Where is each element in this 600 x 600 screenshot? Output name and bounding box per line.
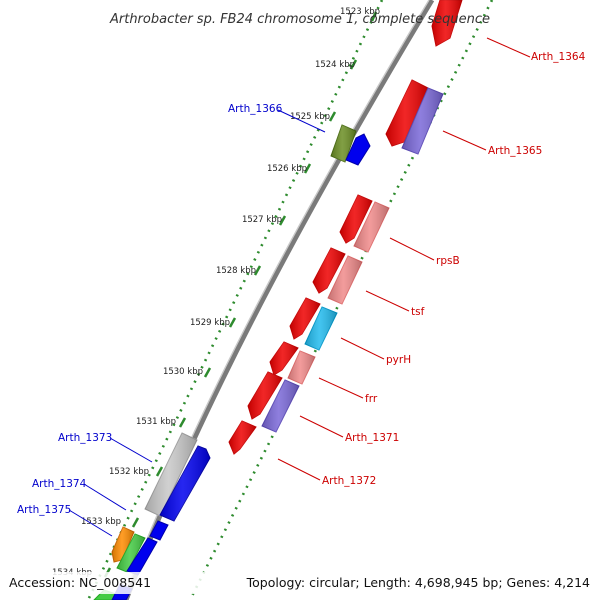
gene-label-rpsB[interactable]: rpsB [436, 255, 460, 267]
gene-label-group: Arth_1364 Arth_1365 Arth_1366 rpsB tsf p… [17, 51, 586, 516]
gene-small-blue[interactable] [149, 520, 169, 541]
gene-rpsB-forward[interactable] [339, 194, 373, 244]
gene-tsf-forward[interactable] [312, 247, 346, 294]
gene-arth-1365[interactable] [401, 87, 444, 155]
kbp-tick-label: 1526 kbp [267, 164, 307, 174]
gene-arth-1365-forward[interactable] [385, 79, 429, 147]
kbp-tick-label: 1532 kbp [109, 467, 149, 477]
kbp-tick-label: 1528 kbp [216, 266, 256, 276]
gene-arth-1364[interactable] [431, 0, 463, 47]
kbp-tick-label: 1525 kbp [290, 112, 330, 122]
gene-label-pyrH[interactable]: pyrH [386, 354, 411, 366]
gene-rpsB[interactable] [353, 201, 390, 253]
gene-label-arth-1374[interactable]: Arth_1374 [32, 478, 87, 490]
gene-label-tsf[interactable]: tsf [411, 306, 425, 318]
gene-label-arth-1373[interactable]: Arth_1373 [58, 432, 112, 444]
kbp-tick-label: 1530 kbp [163, 367, 203, 377]
gene-label-arth-1371[interactable]: Arth_1371 [345, 432, 399, 444]
gene-tsf[interactable] [327, 255, 363, 305]
gene-arth-1366-neighbor[interactable] [345, 133, 371, 166]
kbp-axis: 1523 kbp 1524 kbp 1525 kbp 1526 kbp 1527… [52, 7, 380, 578]
gene-pyrH-forward[interactable] [289, 297, 321, 340]
gene-arth-1371-forward[interactable] [247, 371, 283, 420]
accession-label: Accession: NC_008541 [9, 575, 151, 590]
gene-arth-1373[interactable] [144, 432, 198, 517]
gene-arth-1372[interactable] [228, 420, 257, 455]
kbp-tick-label: 1533 kbp [81, 517, 121, 527]
kbp-tick-label: 1524 kbp [315, 60, 355, 70]
gene-arth-1374[interactable] [111, 526, 135, 563]
footer-background [0, 572, 600, 594]
label-leaders [68, 37, 531, 537]
kbp-tick-label: 1527 kbp [242, 215, 282, 225]
gene-label-frr[interactable]: frr [365, 393, 378, 405]
gene-label-arth-1372[interactable]: Arth_1372 [322, 475, 376, 487]
kbp-tick-label: 1531 kbp [136, 417, 176, 427]
gene-arth-1373-neighbor[interactable] [159, 445, 211, 522]
gene-arth-1371[interactable] [261, 379, 300, 433]
gene-frr-forward[interactable] [269, 341, 299, 376]
gene-label-arth-1365[interactable]: Arth_1365 [488, 145, 542, 157]
gene-label-arth-1364[interactable]: Arth_1364 [531, 51, 586, 63]
gene-label-arth-1366[interactable]: Arth_1366 [228, 103, 283, 115]
gene-pyrH[interactable] [304, 306, 338, 351]
gene-arth-1366[interactable] [330, 124, 357, 163]
genes [93, 0, 463, 600]
topology-label: Topology: circular; Length: 4,698,945 bp… [246, 575, 590, 590]
gene-label-arth-1375[interactable]: Arth_1375 [17, 504, 71, 516]
kbp-tick-label: 1529 kbp [190, 318, 230, 328]
kbp-tick-label: 1523 kbp [340, 7, 380, 17]
map-title: Arthrobacter sp. FB24 chromosome 1, comp… [109, 12, 490, 27]
gene-frr[interactable] [287, 350, 316, 385]
